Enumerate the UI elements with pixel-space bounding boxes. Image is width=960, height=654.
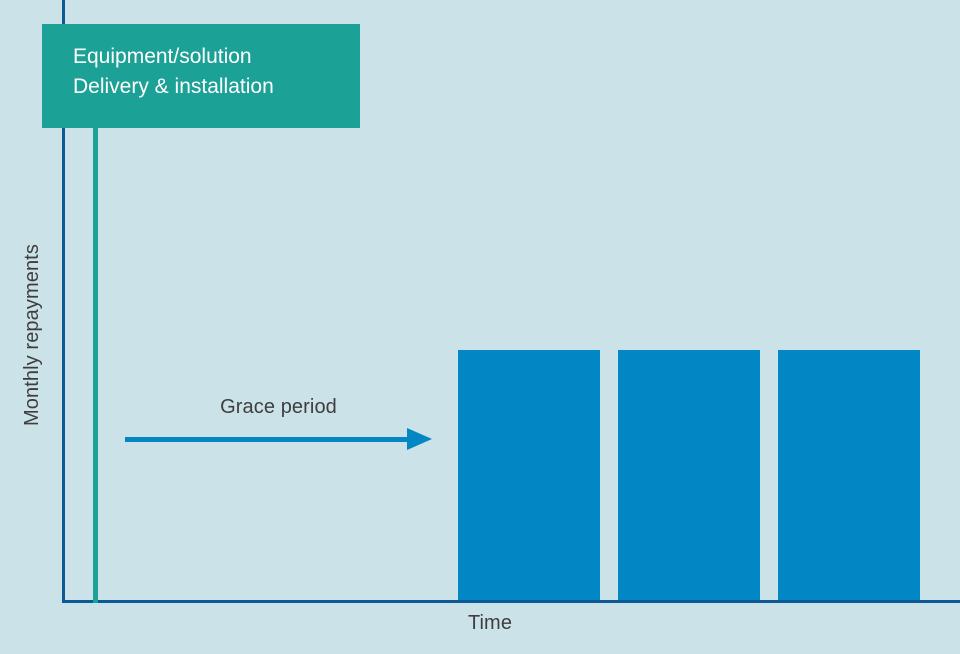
delivery-marker-line <box>93 24 98 603</box>
repayment-bar <box>618 350 760 600</box>
y-axis-line <box>62 0 65 603</box>
grace-period-label: Grace period <box>220 396 337 418</box>
grace-period-arrow-shaft <box>125 437 413 442</box>
x-axis-title: Time <box>467 612 513 634</box>
x-axis-line <box>62 600 960 603</box>
callout-line-2: Delivery & installation <box>73 75 274 98</box>
delivery-callout-box: Equipment/solution Delivery & installati… <box>42 24 360 128</box>
grace-period-arrow-head-icon <box>407 428 432 450</box>
repayment-bar <box>458 350 600 600</box>
callout-line-1: Equipment/solution <box>73 45 252 68</box>
repayment-bar <box>778 350 920 600</box>
